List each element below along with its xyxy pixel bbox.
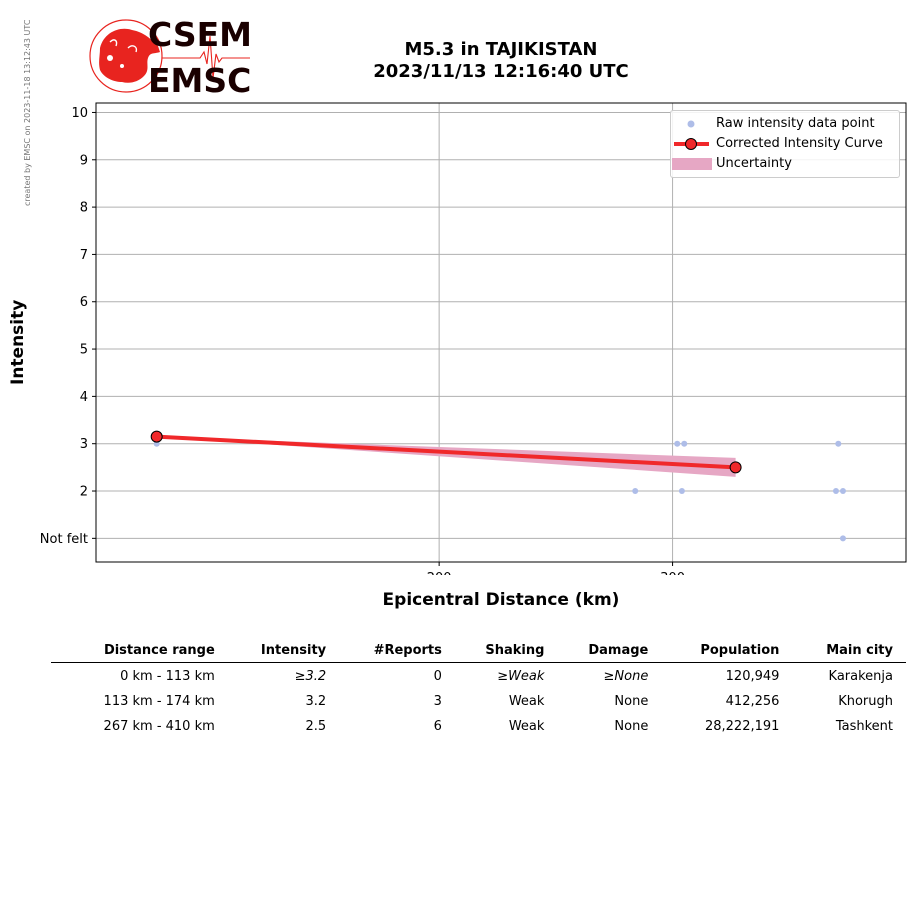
table-row: 113 km - 174 km 3.2 3 Weak None 412,256 …	[51, 688, 906, 713]
uncertainty-band	[156, 436, 736, 477]
cell-population: 120,949	[725, 668, 780, 684]
cell-main-city: Khorugh	[838, 693, 893, 709]
cell-shaking: Weak	[508, 718, 545, 734]
raw-data-point	[835, 440, 842, 447]
y-tick-label: 2	[80, 485, 88, 500]
cell-population: 28,222,191	[704, 718, 780, 734]
intensity-table: Distance range Intensity #Reports Shakin…	[51, 641, 906, 738]
legend-swatch-curve	[674, 138, 709, 150]
cell-intensity: 2.5	[305, 718, 327, 734]
corrected-intensity-point	[150, 430, 163, 443]
y-tick-label: 4	[80, 390, 88, 405]
cell-shaking: ≥Weak	[497, 668, 545, 684]
x-tick-label: 300	[660, 571, 685, 575]
header-main-city: Main city	[792, 641, 906, 663]
header-distance-range: Distance range	[51, 641, 228, 663]
legend-swatch-uncertainty	[672, 158, 712, 170]
cell-population: 412,256	[725, 693, 780, 709]
header-intensity: Intensity	[227, 641, 340, 663]
cell-reports: 3	[433, 693, 442, 709]
legend-item-uncertainty: Uncertainty	[671, 154, 899, 174]
raw-data-point	[832, 488, 839, 495]
y-tick-label: 7	[80, 248, 88, 263]
legend-swatch-raw	[687, 120, 695, 128]
cell-damage: ≥None	[603, 668, 649, 684]
chart-title: M5.3 in TAJIKISTAN	[404, 39, 598, 60]
y-tick-label: 6	[80, 295, 88, 310]
cell-intensity: ≥3.2	[294, 668, 327, 684]
x-tick-label: 200	[427, 571, 452, 575]
chart-subtitle: 2023/11/13 12:16:40 UTC	[373, 61, 629, 82]
corrected-intensity-line	[156, 434, 736, 470]
raw-data-point	[681, 440, 688, 447]
cell-distance: 0 km - 113 km	[120, 668, 215, 684]
cell-main-city: Tashkent	[835, 718, 893, 734]
y-axis-label: Intensity	[8, 299, 28, 385]
y-tick-label: 9	[80, 153, 88, 168]
table-header-row: Distance range Intensity #Reports Shakin…	[51, 641, 906, 663]
cell-distance: 113 km - 174 km	[103, 693, 215, 709]
legend-item-curve: Corrected Intensity Curve	[671, 134, 899, 154]
y-tick-label: 10	[71, 106, 88, 121]
table-row: 267 km - 410 km 2.5 6 Weak None 28,222,1…	[51, 713, 906, 738]
cell-damage: None	[614, 718, 649, 734]
cell-reports: 6	[433, 718, 442, 734]
y-tick-label: 5	[80, 343, 88, 358]
header-shaking: Shaking	[454, 641, 558, 663]
cell-main-city: Karakenja	[828, 668, 893, 684]
x-axis-label: Epicentral Distance (km)	[382, 590, 620, 610]
plot-frame	[95, 102, 907, 563]
svg-text:EMSC: EMSC	[148, 61, 251, 98]
cell-distance: 267 km - 410 km	[103, 718, 215, 734]
emsc-logo: CSEM EMSC	[88, 15, 258, 100]
y-tick-label: 3	[80, 437, 88, 452]
cell-shaking: Weak	[508, 693, 545, 709]
cell-intensity: 3.2	[305, 693, 327, 709]
header-population: Population	[661, 641, 793, 663]
y-tick-label: Not felt	[40, 532, 88, 547]
raw-data-point	[678, 488, 685, 495]
legend-item-raw: Raw intensity data point	[671, 114, 899, 134]
raw-data-point	[632, 488, 639, 495]
raw-data-point	[839, 488, 846, 495]
y-tick-label: 8	[80, 201, 88, 216]
corrected-intensity-point	[729, 461, 742, 474]
header-damage: Damage	[557, 641, 662, 663]
svg-text:CSEM: CSEM	[148, 18, 252, 54]
cell-damage: None	[614, 693, 649, 709]
legend: Raw intensity data point Corrected Inten…	[670, 110, 900, 178]
header-reports: #Reports	[339, 641, 455, 663]
raw-data-point	[839, 535, 846, 542]
table-row: 0 km - 113 km ≥3.2 0 ≥Weak ≥None 120,949…	[51, 663, 906, 689]
cell-reports: 0	[433, 668, 442, 684]
raw-data-point	[674, 440, 681, 447]
